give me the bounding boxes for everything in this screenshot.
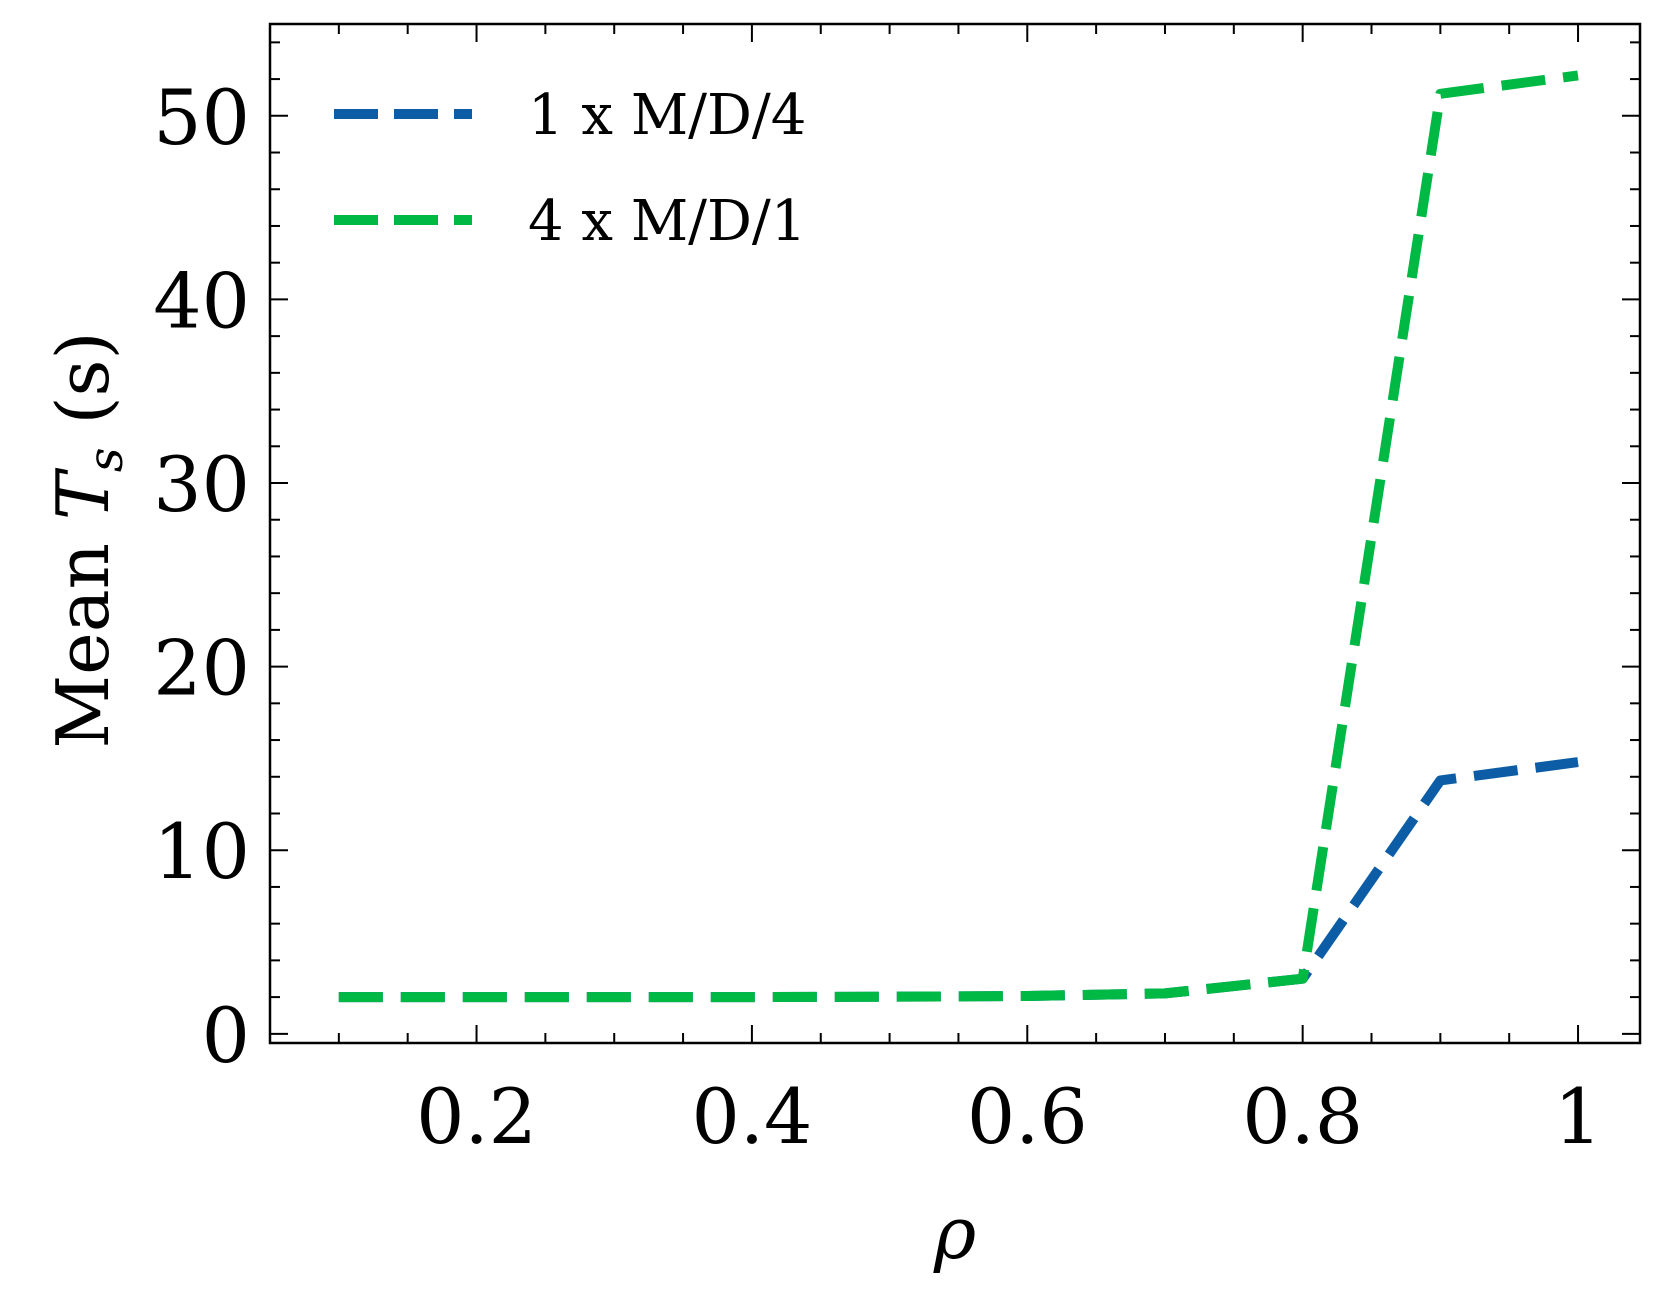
y-axis-label-suffix: (s) — [41, 331, 125, 447]
x-tick-label: 0.6 — [967, 1072, 1088, 1161]
y-tick-label: 0 — [202, 991, 250, 1080]
legend-label-0: 1 x M/D/4 — [528, 83, 806, 148]
x-tick-label: 0.2 — [416, 1072, 537, 1161]
y-tick-label: 40 — [153, 256, 250, 345]
y-tick-label: 50 — [153, 73, 250, 162]
x-axis-label: ρ — [933, 1191, 976, 1275]
plot-frame — [268, 22, 1642, 1045]
y-tick-label: 10 — [153, 807, 250, 896]
y-tick-label: 20 — [153, 624, 250, 713]
series-line-1 — [338, 70, 1579, 1003]
legend: 1 x M/D/4 4 x M/D/1 — [334, 83, 806, 254]
axis-ticks — [269, 24, 1640, 1043]
y-tick-label: 30 — [153, 440, 250, 529]
y-axis-label-subscript: s — [78, 447, 134, 472]
series-line-0 — [338, 757, 1579, 1003]
y-axis-label: Mean Ts (s) — [41, 331, 134, 748]
y-axis-label-symbol: T — [41, 467, 125, 520]
y-axis-label-prefix: Mean — [41, 520, 125, 749]
x-tick-label: 1 — [1554, 1072, 1602, 1161]
x-tick-label: 0.4 — [691, 1072, 812, 1161]
x-tick-label: 0.8 — [1242, 1072, 1363, 1161]
legend-label-1: 4 x M/D/1 — [528, 189, 806, 254]
series-group — [338, 70, 1579, 1003]
